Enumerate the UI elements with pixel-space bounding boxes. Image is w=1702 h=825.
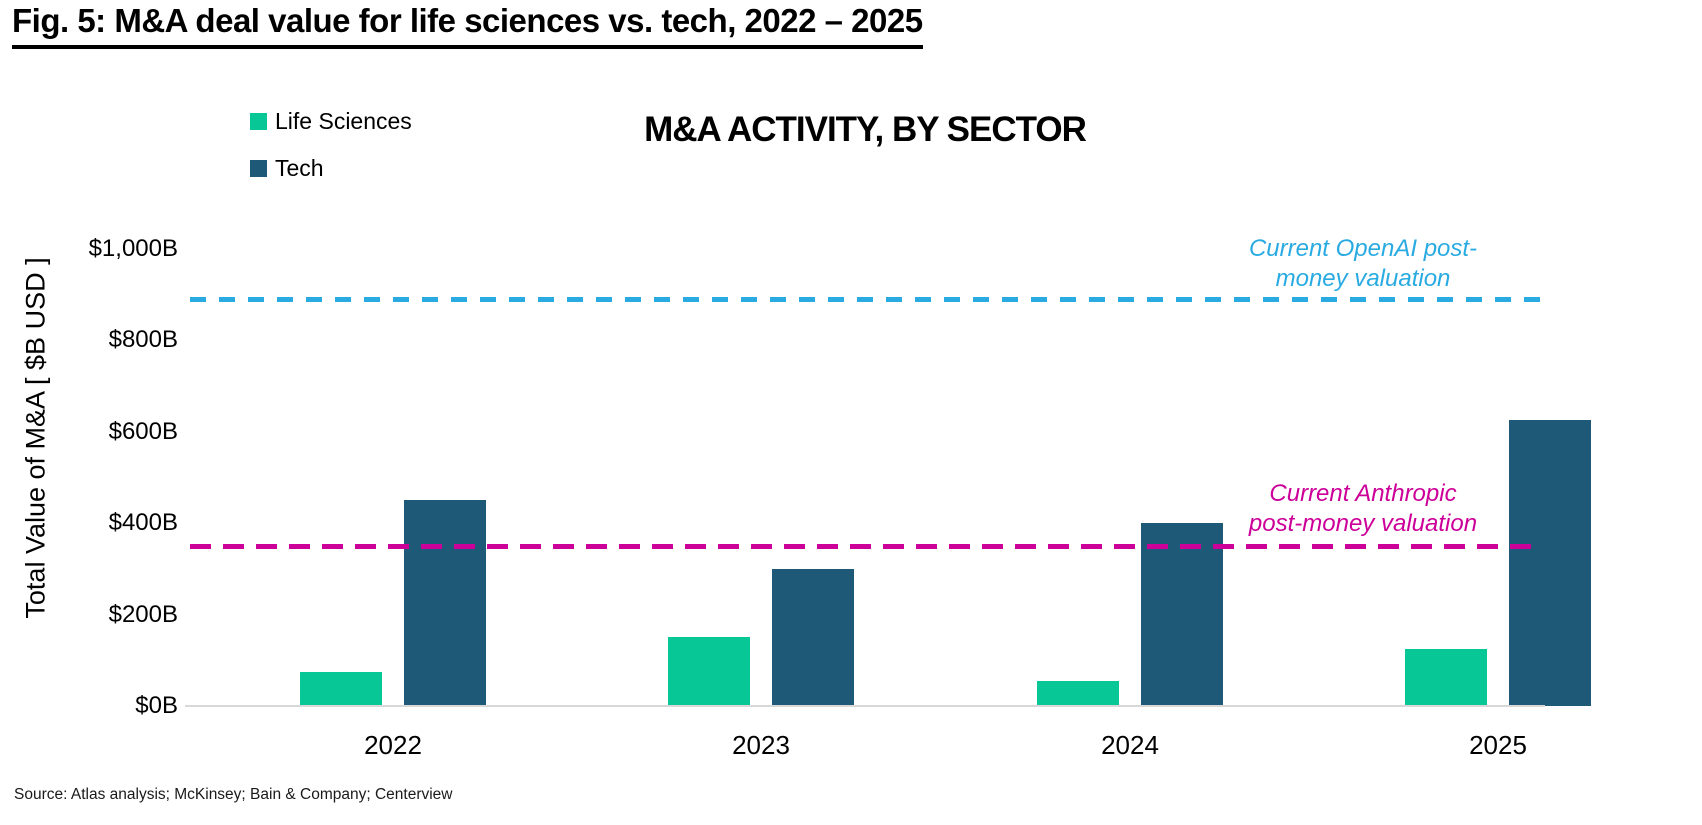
x-label-2022: 2022 bbox=[364, 730, 422, 760]
chart-legend: Life Sciences Tech bbox=[250, 110, 412, 204]
legend-swatch-life-sciences-icon bbox=[250, 113, 267, 130]
legend-label: Life Sciences bbox=[275, 108, 412, 134]
figure-title: Fig. 5: M&A deal value for life sciences… bbox=[12, 2, 923, 49]
y-tick-1000: $1,000B bbox=[88, 235, 178, 262]
annotation-line: Current OpenAI post- bbox=[1248, 235, 1478, 262]
bar-life-sciences-2025 bbox=[1405, 648, 1487, 706]
y-tick-800: $800B bbox=[108, 326, 178, 354]
y-tick-400: $400B bbox=[108, 509, 178, 537]
bar-tech-2024 bbox=[1141, 523, 1223, 706]
bar-life-sciences-2024 bbox=[1037, 680, 1119, 706]
openai-valuation-line bbox=[190, 296, 1542, 302]
bar-life-sciences-2023 bbox=[668, 637, 750, 706]
x-axis-line bbox=[185, 705, 1545, 707]
y-tick-600: $600B bbox=[108, 417, 178, 445]
bar-tech-2022 bbox=[404, 500, 486, 706]
legend-item-tech: Tech bbox=[250, 157, 412, 180]
bar-tech-2023 bbox=[772, 568, 854, 706]
x-label-2023: 2023 bbox=[732, 730, 790, 760]
x-label-2025: 2025 bbox=[1469, 730, 1527, 760]
openai-valuation-annotation: Current OpenAI post- money valuation bbox=[1153, 234, 1573, 294]
legend-swatch-tech-icon bbox=[250, 160, 267, 177]
legend-item-life-sciences: Life Sciences bbox=[250, 110, 412, 133]
anthropic-valuation-annotation: Current Anthropic post-money valuation bbox=[1153, 479, 1573, 539]
anthropic-valuation-line bbox=[190, 543, 1542, 549]
x-label-2024: 2024 bbox=[1101, 730, 1159, 760]
legend-label: Tech bbox=[275, 155, 324, 181]
bar-life-sciences-2022 bbox=[300, 671, 382, 706]
y-tick-0: $0B bbox=[135, 692, 178, 719]
annotation-line: Current Anthropic bbox=[1269, 480, 1457, 507]
annotation-line: post-money valuation bbox=[1248, 510, 1478, 537]
chart-title: M&A ACTIVITY, BY SECTOR bbox=[644, 110, 1087, 149]
annotation-line: money valuation bbox=[1275, 265, 1451, 292]
y-tick-200: $200B bbox=[108, 600, 178, 628]
bar-tech-2025 bbox=[1509, 420, 1591, 706]
source-note: Source: Atlas analysis; McKinsey; Bain &… bbox=[14, 786, 453, 803]
